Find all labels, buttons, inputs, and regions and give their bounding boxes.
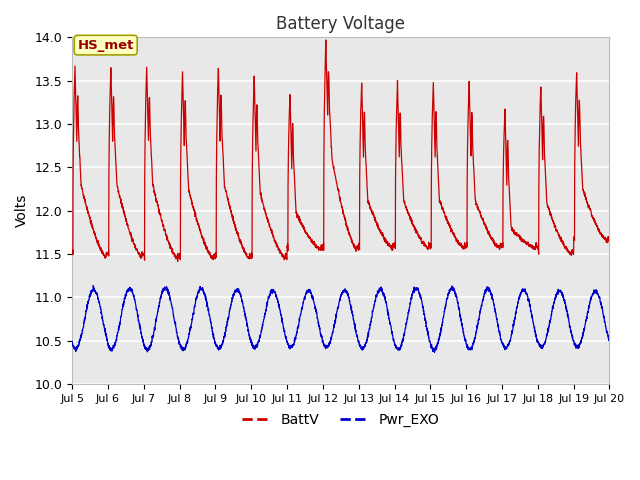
Y-axis label: Volts: Volts xyxy=(15,194,29,228)
Text: HS_met: HS_met xyxy=(77,38,134,52)
Legend: BattV, Pwr_EXO: BattV, Pwr_EXO xyxy=(236,408,445,432)
Title: Battery Voltage: Battery Voltage xyxy=(276,15,405,33)
